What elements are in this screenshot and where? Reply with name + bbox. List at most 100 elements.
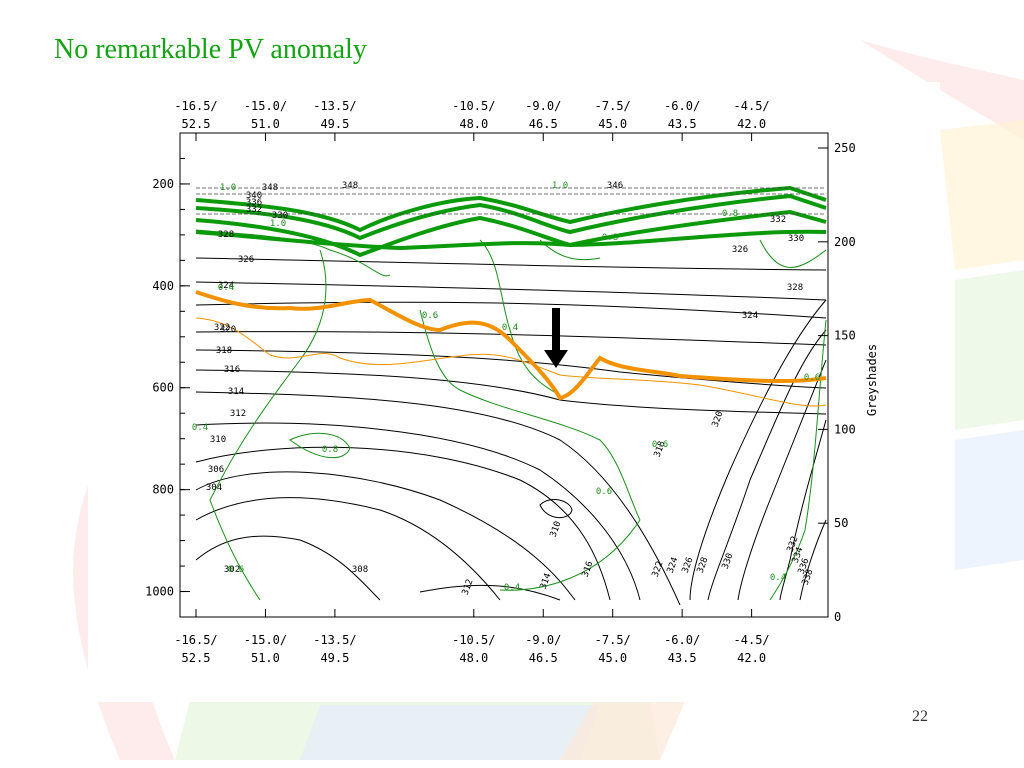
x-tick-label-bottom-lon: -13.5/ [313,633,356,647]
theta-contour-label: 324 [218,281,234,291]
theta-contour-label: 322 [651,560,666,579]
theta-contour-label: 330 [272,211,288,221]
theta-contour-label: 326 [732,245,748,255]
x-tick-label-top-lon: -10.5/ [452,99,495,113]
x-tick-label-top-lat: 51.0 [251,117,280,131]
pv-contour-label: 0.8 [322,445,338,455]
x-tick-label-top-lat: 42.0 [737,117,766,131]
x-tick-label-bottom-lat: 45.0 [598,651,627,665]
x-tick-label-top-lon: -13.5/ [313,99,356,113]
axis-tick-labels: -16.5/52.5 -16.5/52.5 -15.0/51.0 -15.0/51.0… [145,99,856,665]
theta-contour-label: 314 [539,572,554,591]
theta-contour-label: 310 [549,520,564,539]
theta-contour-label: 316 [224,365,240,375]
x-tick-label-bottom-lon: -7.5/ [595,633,631,647]
theta-contour-label: 326 [238,255,254,265]
tropopause-lines [195,290,827,407]
theta-contour-label: 320 [711,410,726,429]
x-tick-label-bottom-lon: -16.5/ [174,633,217,647]
y-right-tick-label: 50 [834,516,848,530]
theta-contour-label: 302 [224,565,240,575]
theta-contour-label: 308 [352,565,368,575]
theta-contour-label: 324 [666,556,681,575]
theta-contour-label: 346 [607,181,623,191]
pv-contour-label: 1.0 [552,181,568,191]
theta-contour-label: 328 [787,283,803,293]
pv-contour-label: 0.8 [722,209,738,219]
y-right-tick-label: 250 [834,141,856,155]
y-right-tick-label: 150 [834,329,856,343]
y-right-tick-label: 100 [834,422,856,436]
slide-title: No remarkable PV anomaly [54,34,367,65]
x-tick-label-bottom-lon: -15.0/ [244,633,287,647]
pv-contour-label: 0.6 [652,440,668,450]
right-axis-label: Greyshades [865,344,879,416]
theta-contour-label: 322 [214,323,230,333]
y-right-tick-label: 0 [834,610,841,624]
theta-contour-label: 330 [788,234,804,244]
theta-contour-label: 324 [742,311,758,321]
theta-contour-label: 332 [770,215,786,225]
y-right-tick-label: 200 [834,235,856,249]
pv-contour-label: 0.4 [218,283,234,293]
x-tick-label-top-lon: -15.0/ [244,99,287,113]
theta-contour-label: 310 [210,435,226,445]
x-tick-label-top-lat: 52.5 [182,117,211,131]
x-tick-label-top-lon: -16.5/ [174,99,217,113]
x-tick-label-bottom-lat: 48.0 [459,651,488,665]
y-left-tick-label: 800 [152,483,174,497]
y-left-tick-label: 1000 [145,585,174,599]
theta-contour-label: 318 [216,346,232,356]
theta-contour-label: 348 [342,181,358,191]
pv-contour-label: 1.0 [220,183,236,193]
pv-contour-label: 0.4 [504,583,520,593]
x-tick-label-bottom-lat: 52.5 [182,651,211,665]
x-tick-label-top-lon: -9.0/ [525,99,561,113]
pv-contour-label: 0.6 [596,487,612,497]
theta-contour-label: 306 [208,465,224,475]
x-tick-label-bottom-lat: 51.0 [251,651,280,665]
x-tick-label-top-lat: 49.5 [320,117,349,131]
pv-contour-label: 0.6 [422,311,438,321]
plot-frame [179,132,829,618]
contour-labels: 3483403363323303283263243223203183163143… [192,181,820,597]
theta-contour-label: 314 [228,387,244,397]
x-tick-label-bottom-lon: -6.0/ [664,633,700,647]
x-tick-label-bottom-lon: -10.5/ [452,633,495,647]
theta-contour-label: 304 [206,483,222,493]
y-left-tick-label: 200 [152,177,174,191]
theta-contour-label: 320 [220,325,236,335]
y-left-tick-label: 600 [152,381,174,395]
x-tick-label-top-lon: -7.5/ [595,99,631,113]
axis-ticks [180,133,828,618]
upper-theta-bundle [196,187,826,215]
pv-contour-label: 0.6 [804,373,820,383]
x-tick-label-bottom-lat: 43.5 [668,651,697,665]
pv-contour-label: 0.6 [228,565,244,575]
x-tick-label-bottom-lat: 46.5 [529,651,558,665]
pv-contour-label: 0.4 [770,573,786,583]
pv-contour-label: 0.4 [192,423,208,433]
x-tick-label-bottom-lon: -4.5/ [734,633,770,647]
theta-contour-label: 328 [218,230,234,240]
pv-contour-label: 1.0 [270,219,286,229]
slide-page-number: 22 [912,708,928,725]
pv-contour-label: 0.4 [502,323,518,333]
pv-contour-label: 0.8 [602,233,618,243]
theta-contour-label: 328 [696,556,711,575]
theta-contour-label: 312 [230,409,246,419]
annotation-arrow [544,308,568,368]
theta-contour-label: 336 [246,198,262,208]
x-tick-label-top-lon: -4.5/ [734,99,770,113]
x-tick-label-top-lon: -6.0/ [664,99,700,113]
theta-contour-label: 340 [246,191,262,201]
x-tick-label-bottom-lat: 42.0 [737,651,766,665]
theta-contour-lines [195,257,827,606]
x-tick-label-bottom-lat: 49.5 [320,651,349,665]
y-left-tick-label: 400 [152,279,174,293]
pv-thick-contours [195,185,827,258]
theta-contour-label: 332 [246,205,262,215]
x-tick-label-top-lat: 43.5 [668,117,697,131]
